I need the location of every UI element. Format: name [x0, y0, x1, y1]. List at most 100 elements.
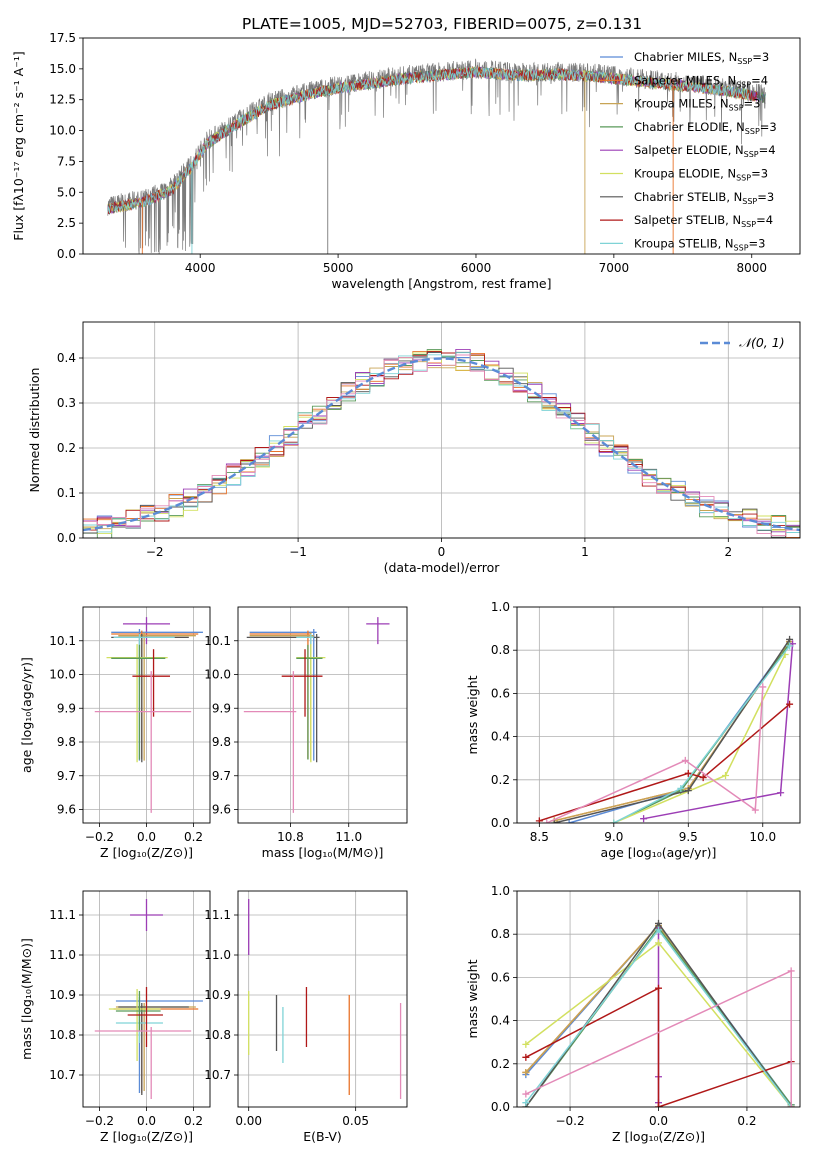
axes-frame [82, 321, 801, 539]
y-tick-label: 17.5 [49, 31, 76, 45]
y-tick-label: 1.0 [491, 884, 510, 898]
legend-label: Kroupa MILES, NSSP=3 [634, 97, 760, 113]
histogram-step [83, 351, 800, 533]
y-tick-label: 0.4 [57, 351, 76, 365]
x-tick-label: 0.2 [184, 1114, 203, 1128]
legend-suffix: =3 [752, 50, 769, 64]
legend-label: 𝒩(0, 1) [739, 335, 785, 350]
point-marker [610, 819, 618, 823]
axes-frame [516, 890, 801, 1108]
point-marker [786, 635, 794, 643]
y-tick-label: 10.8 [49, 1028, 76, 1042]
legend-name: Chabrier STELIB, N [634, 190, 742, 204]
point-marker [522, 1068, 530, 1076]
legend-name: Kroupa MILES, N [634, 97, 729, 111]
axes-frame [82, 890, 211, 1108]
legend-suffix: =3 [760, 120, 777, 134]
y-tick-label: 9.7 [212, 769, 231, 783]
mass-weight-vs-age-panel: 8.5 9.0 9.5 10.0 0.0 0.2 0.4 0.6 0.8 1.0 age [log₁… [465, 600, 801, 860]
y-tick-label: 1.0 [491, 600, 510, 614]
y-tick-label: 0.4 [491, 730, 510, 744]
y-tick-label: 9.6 [212, 803, 231, 817]
legend-label: Salpeter MILES, NSSP=4 [634, 73, 768, 89]
legend-sub: SSP [734, 243, 749, 252]
y-tick-label: 11.0 [204, 948, 231, 962]
y-tick-label: 0.6 [491, 970, 510, 984]
point-marker [655, 984, 662, 992]
spectrum-model-line [107, 66, 750, 214]
series-line [546, 686, 764, 823]
y-tick-label: 0.2 [491, 1057, 510, 1071]
x-tick-label: 0.00 [235, 1114, 262, 1128]
legend-suffix: =4 [759, 143, 776, 157]
x-tick-label: 4000 [185, 261, 216, 275]
y-tick-label: 10.1 [204, 634, 231, 648]
age-vs-Z-panel: −0.2 0.0 0.2 9.6 9.7 9.8 9.9 10.0 10.1 Z [log₁₀(Z… [19, 606, 211, 860]
point-marker [684, 769, 692, 777]
point-marker [522, 1099, 530, 1107]
y-tick-label: 0.2 [491, 773, 510, 787]
x-axis-label: (data-model)/error [384, 560, 501, 575]
axes-frame [82, 606, 211, 824]
x-tick-label: −0.2 [555, 1114, 584, 1128]
y-tick-label: 10.9 [204, 988, 231, 1002]
point-marker [787, 967, 795, 975]
x-tick-label: −0.2 [85, 1114, 114, 1128]
point-marker [655, 919, 662, 927]
y-tick-label: 0.0 [57, 531, 76, 545]
x-tick-label: 7000 [599, 261, 630, 275]
spectrum-panel: 4000 5000 6000 7000 8000 0.0 2.5 5.0 7.5 10.0 12.5… [11, 31, 801, 291]
point-marker [722, 771, 730, 779]
y-tick-label: 0.4 [491, 1014, 510, 1028]
y-tick-label: 9.7 [57, 769, 76, 783]
point-marker [655, 1103, 662, 1107]
y-tick-label: 9.9 [57, 701, 76, 715]
y-tick-label: 10.9 [49, 988, 76, 1002]
y-tick-label: 9.6 [57, 803, 76, 817]
mass-vs-EBV-panel: 0.00 0.05 10.7 10.8 10.9 11.0 11.1 E(B-V) [204, 890, 408, 1144]
legend-sub: SSP [737, 57, 752, 66]
x-tick-label: −0.2 [85, 830, 114, 844]
y-tick-label: 0.0 [491, 1100, 510, 1114]
y-tick-label: 0.2 [57, 441, 76, 455]
point-marker [786, 642, 794, 650]
legend-sub: SSP [744, 150, 759, 159]
y-tick-label: 15.0 [49, 62, 76, 76]
y-tick-label: 2.5 [57, 216, 76, 230]
x-tick-label: 10.0 [749, 830, 776, 844]
legend-sub: SSP [736, 174, 751, 183]
y-tick-label: 9.8 [57, 735, 76, 749]
legend-suffix: =3 [744, 97, 761, 111]
x-tick-label: 6000 [461, 261, 492, 275]
normal-curve [82, 357, 801, 532]
x-tick-label: 9.5 [679, 830, 698, 844]
point-marker [787, 1103, 795, 1107]
y-tick-label: 12.5 [49, 93, 76, 107]
y-tick-label: 11.0 [49, 948, 76, 962]
point-marker [759, 683, 767, 691]
point-marker [535, 817, 543, 823]
y-axis-label: Normed distribution [27, 368, 42, 493]
point-marker [543, 819, 551, 823]
legend-name: Chabrier MILES, N [634, 50, 737, 64]
point-marker [522, 1053, 530, 1061]
legend-suffix: =4 [756, 213, 773, 227]
point-marker [522, 1090, 530, 1098]
y-tick-label: 10.0 [49, 668, 76, 682]
legend-suffix: =3 [749, 236, 766, 250]
y-tick-label: 9.9 [212, 701, 231, 715]
point-marker [751, 806, 759, 814]
point-marker [699, 774, 707, 782]
x-tick-label: 0.0 [137, 830, 156, 844]
age-vs-mass-panel: 10.8 11.0 9.6 9.7 9.8 9.9 10.0 10.1 mass [log₁₀(… [204, 606, 408, 860]
legend-name: Salpeter MILES, N [634, 73, 736, 87]
mass-vs-Z-panel: −0.2 0.0 0.2 10.7 10.8 10.9 11.0 11.1 Z [log₁₀(Z… [19, 890, 211, 1144]
legend-name: Chabrier ELODIE, N [634, 120, 745, 134]
legend-suffix: =3 [751, 167, 768, 181]
x-tick-label: −2 [146, 545, 164, 559]
axes-frame [516, 606, 801, 824]
y-tick-label: 0.1 [57, 486, 76, 500]
point-marker [655, 926, 662, 934]
legend-label: Chabrier ELODIE, NSSP=3 [634, 120, 777, 136]
y-tick-label: 5.0 [57, 185, 76, 199]
